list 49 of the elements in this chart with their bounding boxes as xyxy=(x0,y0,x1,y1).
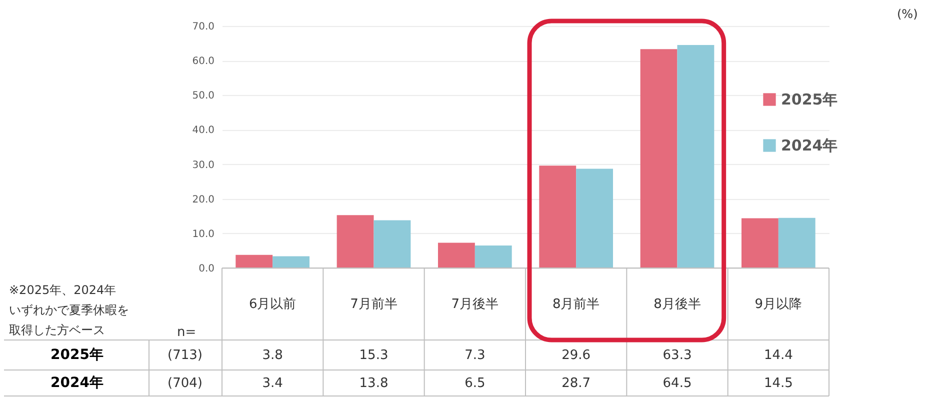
text: 2024年 xyxy=(50,375,104,391)
y-tick-label: 70.0 xyxy=(192,22,214,32)
x-tick-label: 7月後半 xyxy=(451,297,499,312)
y-tick-label: 60.0 xyxy=(192,56,214,68)
y-tick-label: 50.0 xyxy=(192,90,214,102)
legend-label: 2024年 xyxy=(781,136,838,154)
bar xyxy=(272,256,310,268)
text: (713) xyxy=(168,348,202,363)
data-label: 3.4 xyxy=(262,376,283,391)
data-label: 14.4 xyxy=(764,348,793,363)
text: (%) xyxy=(897,7,918,21)
bar xyxy=(677,45,714,268)
bar xyxy=(336,215,374,268)
data-label: 63.3 xyxy=(662,348,692,363)
data-label: 29.6 xyxy=(562,348,591,363)
y-tick-label: 30.0 xyxy=(192,160,214,171)
data-label: 7.3 xyxy=(464,348,486,363)
bar xyxy=(576,168,614,268)
x-tick-label: 8月後半 xyxy=(654,297,701,312)
bar xyxy=(640,49,678,268)
data-label: 3.8 xyxy=(262,348,283,363)
bar xyxy=(474,246,512,268)
data-label: 6.5 xyxy=(464,376,486,391)
text: 取得した方ベース xyxy=(9,323,105,337)
text: n= xyxy=(177,325,196,340)
y-tick-label: 40.0 xyxy=(192,125,214,136)
text: ※2025年、2024年 xyxy=(9,283,116,297)
y-tick-label: 0.0 xyxy=(198,264,214,274)
y-tick-label: 20.0 xyxy=(192,194,214,206)
bar xyxy=(539,166,576,268)
x-tick-label: 6月以前 xyxy=(248,297,296,312)
text: 2025年 xyxy=(50,347,104,363)
data-label: 64.5 xyxy=(662,376,692,391)
bar xyxy=(438,242,475,268)
legend-label: 2025年 xyxy=(781,90,838,108)
data-label: 15.3 xyxy=(359,348,388,363)
bar xyxy=(778,218,816,268)
x-tick-label: 8月前半 xyxy=(552,297,600,312)
bar xyxy=(374,220,411,268)
bar xyxy=(236,254,273,268)
y-tick-label: 10.0 xyxy=(192,228,214,240)
data-label: 14.5 xyxy=(764,376,793,391)
x-tick-label: 9月以降 xyxy=(754,297,802,312)
data-label: 28.7 xyxy=(562,376,591,391)
text: (704) xyxy=(168,376,202,391)
text: いずれかで夏季休暇を xyxy=(9,303,129,317)
bar xyxy=(741,218,778,268)
data-label: 13.8 xyxy=(359,376,388,391)
x-tick-label: 7月前半 xyxy=(350,297,398,312)
